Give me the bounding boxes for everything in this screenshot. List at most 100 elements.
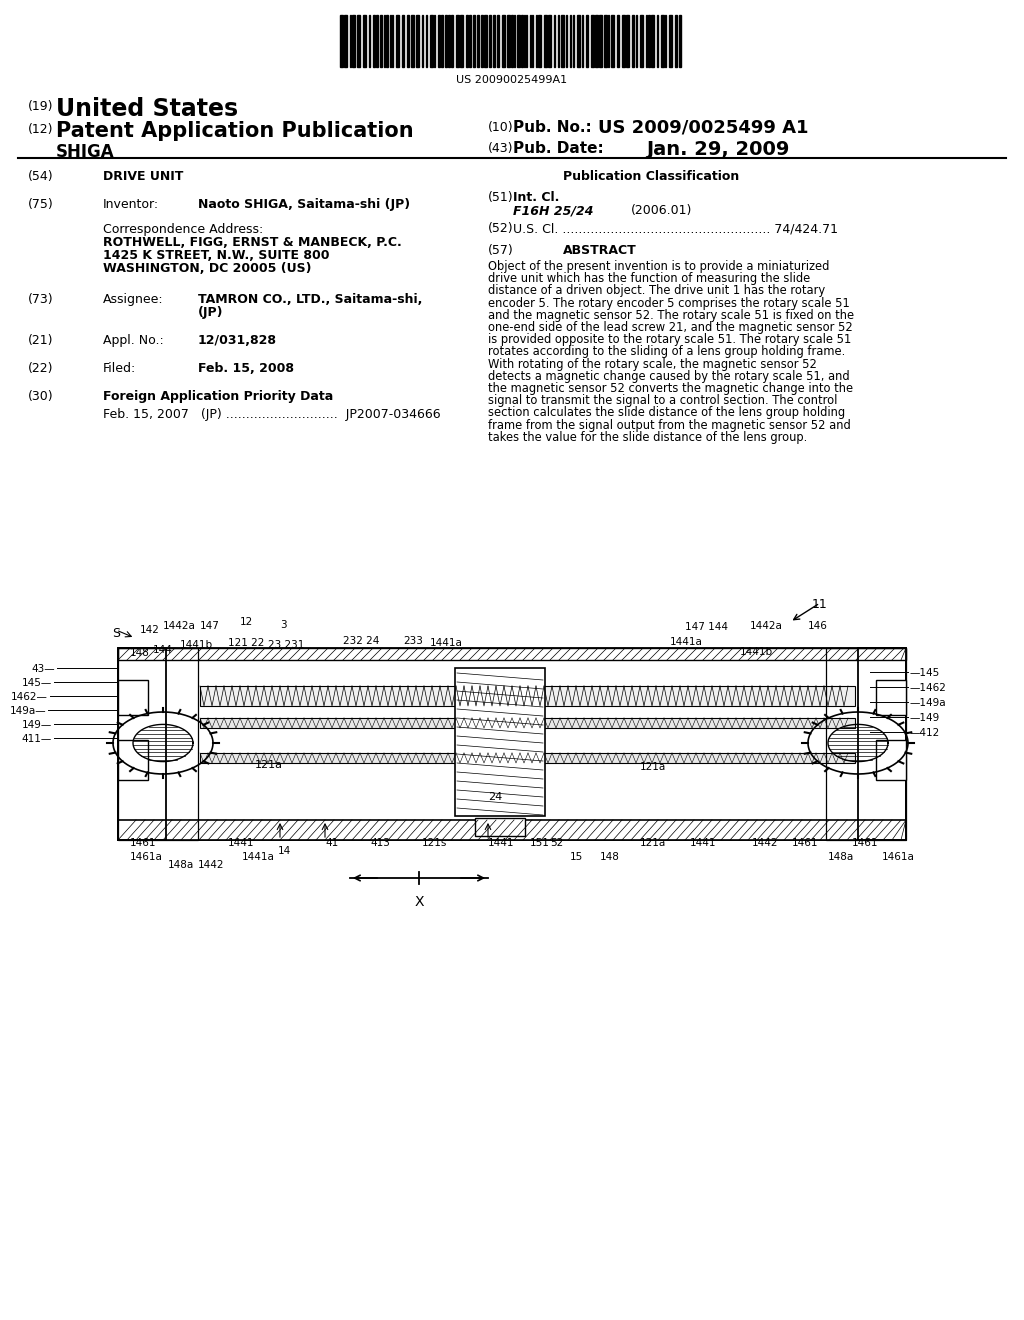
Text: (57): (57) [488,244,514,257]
Text: 1441: 1441 [488,838,514,847]
Text: Feb. 15, 2008: Feb. 15, 2008 [198,362,294,375]
Text: 1441a: 1441a [670,638,702,647]
Bar [876,741,906,780]
Bar [622,15,625,67]
Text: —1462: —1462 [910,682,947,693]
Bar [344,15,347,67]
Bar [475,818,525,836]
Text: 1442: 1442 [198,861,224,870]
Text: 11: 11 [812,598,827,611]
Text: 232 24: 232 24 [343,636,379,645]
Bar [577,15,580,67]
Bar [386,15,388,67]
Text: 142: 142 [140,624,160,635]
Bar [407,15,409,67]
Text: SHIGA: SHIGA [56,143,115,161]
Text: Assignee:: Assignee: [103,293,164,306]
Text: Publication Classification: Publication Classification [563,170,739,183]
Bar [362,15,366,67]
Bar [402,15,404,67]
Text: 148a: 148a [828,851,854,862]
Bar [380,15,382,67]
Text: X: X [415,895,424,909]
Bar [118,648,906,660]
Bar [396,15,399,67]
Text: F16H 25/24: F16H 25/24 [513,205,594,216]
Text: signal to transmit the signal to a control section. The control: signal to transmit the signal to a contr… [488,395,838,407]
Bar [497,15,499,67]
Bar [648,15,650,67]
Bar [445,15,447,67]
Text: United States: United States [56,96,239,121]
Text: 15: 15 [570,851,584,862]
Text: Inventor:: Inventor: [103,198,159,211]
Text: and the magnetic sensor 52. The rotary scale 51 is fixed on the: and the magnetic sensor 52. The rotary s… [488,309,854,322]
Bar [651,15,654,67]
Bar [118,680,148,715]
Text: (54): (54) [28,170,53,183]
Text: 1441b: 1441b [180,640,213,649]
Text: 23 231: 23 231 [268,640,304,649]
Text: 14: 14 [278,846,291,855]
Text: 1441b: 1441b [740,647,773,657]
Text: 1461a: 1461a [882,851,914,862]
Text: is provided opposite to the rotary scale 51. The rotary scale 51: is provided opposite to the rotary scale… [488,333,851,346]
Text: (JP): (JP) [198,306,223,319]
Text: Jan. 29, 2009: Jan. 29, 2009 [646,140,790,158]
Text: 24: 24 [488,792,502,803]
Text: takes the value for the slide distance of the lens group.: takes the value for the slide distance o… [488,430,807,444]
Text: 121a: 121a [640,762,667,772]
Text: 1425 K STREET, N.W., SUITE 800: 1425 K STREET, N.W., SUITE 800 [103,249,330,261]
Text: 1442: 1442 [752,838,778,847]
Bar [456,15,459,67]
Bar [586,15,588,67]
Bar [626,15,629,67]
Text: (21): (21) [28,334,53,347]
Bar [455,668,545,816]
Bar [411,15,414,67]
Text: —412: —412 [910,729,940,738]
Text: 121a: 121a [255,760,283,770]
Text: S: S [112,627,120,640]
Text: (2006.01): (2006.01) [631,205,692,216]
Bar [449,15,450,67]
Bar [118,820,906,840]
Bar [604,15,607,67]
Text: Feb. 15, 2007   (JP) ............................  JP2007-034666: Feb. 15, 2007 (JP) .....................… [103,408,440,421]
Text: 1462—: 1462— [11,692,48,702]
Text: WASHINGTON, DC 20005 (US): WASHINGTON, DC 20005 (US) [103,261,311,275]
Text: section calculates the slide distance of the lens group holding: section calculates the slide distance of… [488,407,845,420]
Bar [469,15,471,67]
Text: 1441: 1441 [690,838,717,847]
Text: rotates according to the sliding of a lens group holding frame.: rotates according to the sliding of a le… [488,346,845,359]
Bar [376,15,378,67]
Text: 145—: 145— [22,678,52,688]
Text: 1461: 1461 [130,838,157,847]
Text: (73): (73) [28,293,53,306]
Text: 1441a: 1441a [242,851,274,862]
Text: 41: 41 [325,838,338,847]
Bar [511,15,513,67]
Bar [617,15,618,67]
Text: U.S. Cl. .................................................... 74/424.71: U.S. Cl. ...............................… [513,222,838,235]
Bar [611,15,614,67]
Text: 146: 146 [808,620,827,631]
Bar [340,15,343,67]
Text: (51): (51) [488,191,514,205]
Text: 1461: 1461 [792,838,818,847]
Text: (19): (19) [28,100,53,114]
Text: Pub. No.:: Pub. No.: [513,120,592,135]
Bar [466,15,468,67]
Text: 411—: 411— [22,734,52,744]
Bar [544,15,547,67]
Bar [669,15,672,67]
Text: 12/031,828: 12/031,828 [198,334,278,347]
Text: 148: 148 [600,851,620,862]
Bar [858,648,906,840]
Bar [493,15,495,67]
Text: 3: 3 [280,620,287,630]
Bar [352,15,355,67]
Bar [118,741,148,780]
Text: Appl. No.:: Appl. No.: [103,334,164,347]
Text: (52): (52) [488,222,514,235]
